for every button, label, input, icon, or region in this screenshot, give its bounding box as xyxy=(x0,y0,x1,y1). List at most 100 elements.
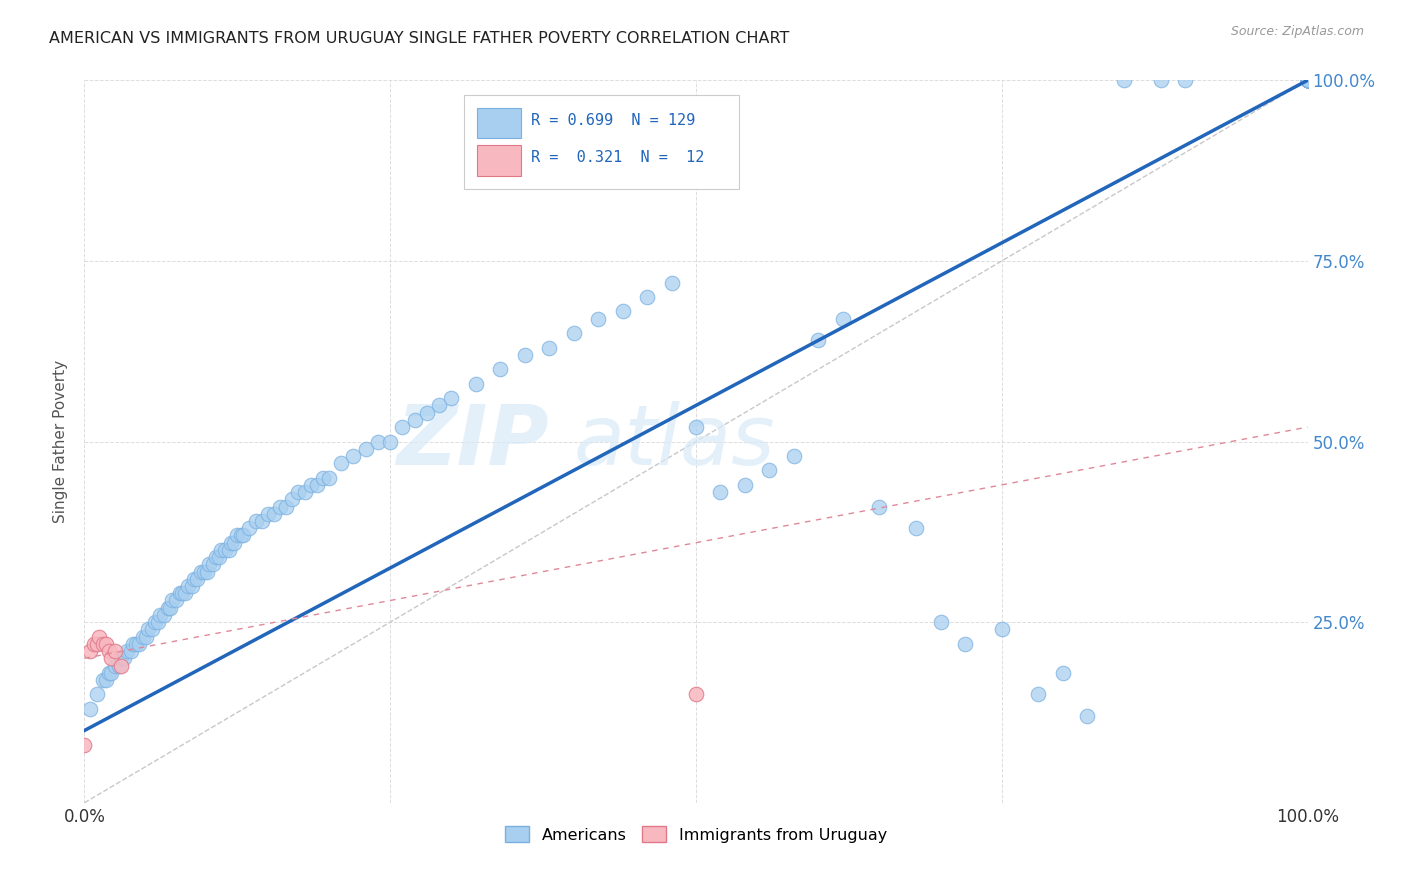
Point xyxy=(159,600,181,615)
Point xyxy=(205,550,228,565)
Point xyxy=(110,658,132,673)
Point xyxy=(229,528,252,542)
Point xyxy=(222,535,245,549)
Point xyxy=(318,470,340,484)
Point xyxy=(245,514,267,528)
Point xyxy=(183,572,205,586)
Point xyxy=(1296,73,1319,87)
Point xyxy=(91,637,114,651)
FancyBboxPatch shape xyxy=(477,108,522,138)
Point xyxy=(1296,73,1319,87)
Point xyxy=(1296,73,1319,87)
Point xyxy=(1296,73,1319,87)
Point xyxy=(177,579,200,593)
Point xyxy=(807,334,830,348)
Point xyxy=(734,478,756,492)
Point xyxy=(709,485,731,500)
Point xyxy=(132,630,155,644)
Point xyxy=(1296,73,1319,87)
Point xyxy=(149,607,172,622)
Point xyxy=(869,500,891,514)
Point xyxy=(1296,73,1319,87)
Point xyxy=(97,644,120,658)
Point xyxy=(257,507,280,521)
Point xyxy=(156,600,179,615)
Point xyxy=(100,651,122,665)
Point xyxy=(1296,73,1319,87)
Point xyxy=(464,376,486,391)
Text: AMERICAN VS IMMIGRANTS FROM URUGUAY SINGLE FATHER POVERTY CORRELATION CHART: AMERICAN VS IMMIGRANTS FROM URUGUAY SING… xyxy=(49,31,790,46)
Point xyxy=(86,637,108,651)
Point xyxy=(1296,73,1319,87)
Point xyxy=(1296,73,1319,87)
Y-axis label: Single Father Poverty: Single Father Poverty xyxy=(53,360,69,523)
Point xyxy=(416,406,439,420)
Point xyxy=(165,593,187,607)
Point xyxy=(195,565,218,579)
Point xyxy=(125,637,148,651)
Point xyxy=(162,593,184,607)
Point xyxy=(1296,73,1319,87)
Point xyxy=(214,542,236,557)
Point xyxy=(758,463,780,477)
Point xyxy=(1076,709,1098,723)
Point xyxy=(263,507,285,521)
Point xyxy=(661,276,683,290)
Point xyxy=(83,637,105,651)
Point xyxy=(685,687,707,701)
Point xyxy=(143,615,166,630)
Point xyxy=(198,558,221,572)
Point xyxy=(1296,73,1319,87)
Point xyxy=(135,630,157,644)
Point xyxy=(209,542,232,557)
FancyBboxPatch shape xyxy=(477,145,522,176)
Point xyxy=(380,434,402,449)
Point xyxy=(1296,73,1319,87)
Point xyxy=(1296,73,1319,87)
Point xyxy=(269,500,291,514)
Point xyxy=(612,304,634,318)
Point xyxy=(97,665,120,680)
Point xyxy=(226,528,249,542)
Point xyxy=(586,311,609,326)
Point xyxy=(86,687,108,701)
Point xyxy=(250,514,273,528)
Point xyxy=(190,565,212,579)
Point xyxy=(91,673,114,687)
Text: R = 0.699  N = 129: R = 0.699 N = 129 xyxy=(531,112,695,128)
Point xyxy=(783,449,806,463)
Point xyxy=(391,420,413,434)
Point xyxy=(294,485,316,500)
Point xyxy=(186,572,208,586)
Point xyxy=(1028,687,1050,701)
Point xyxy=(136,623,159,637)
Point xyxy=(1296,73,1319,87)
Point xyxy=(905,521,928,535)
Point xyxy=(404,413,426,427)
Point xyxy=(1296,73,1319,87)
Point xyxy=(172,586,194,600)
Point xyxy=(1296,73,1319,87)
Point xyxy=(953,637,976,651)
Point xyxy=(219,535,242,549)
Point xyxy=(87,630,110,644)
Point xyxy=(1296,73,1319,87)
Point xyxy=(173,586,195,600)
Point xyxy=(1296,73,1319,87)
Point xyxy=(1296,73,1319,87)
Point xyxy=(73,738,96,752)
Point xyxy=(122,637,145,651)
Point xyxy=(115,644,138,658)
Point xyxy=(96,637,118,651)
Point xyxy=(141,623,163,637)
Point xyxy=(96,673,118,687)
Text: R =  0.321  N =  12: R = 0.321 N = 12 xyxy=(531,150,704,165)
Point xyxy=(281,492,304,507)
Point xyxy=(1296,73,1319,87)
Point xyxy=(287,485,309,500)
Point xyxy=(153,607,176,622)
Point xyxy=(232,528,254,542)
Point xyxy=(276,500,298,514)
Point xyxy=(128,637,150,651)
Point xyxy=(238,521,260,535)
